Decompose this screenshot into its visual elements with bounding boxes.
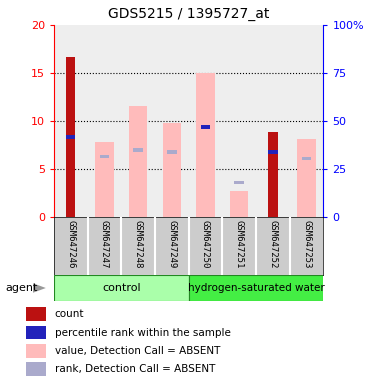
Bar <box>26 326 46 339</box>
Text: GSM647249: GSM647249 <box>167 220 176 269</box>
Bar <box>26 362 46 376</box>
Bar <box>234 180 244 184</box>
Bar <box>54 275 189 301</box>
Text: GSM647247: GSM647247 <box>100 220 109 269</box>
Bar <box>230 191 248 217</box>
Polygon shape <box>33 283 46 293</box>
Text: GSM647253: GSM647253 <box>302 220 311 269</box>
Text: GSM647251: GSM647251 <box>235 220 244 269</box>
Bar <box>201 125 210 129</box>
Bar <box>268 150 278 154</box>
Bar <box>302 157 311 160</box>
Bar <box>66 136 75 139</box>
Bar <box>189 275 323 301</box>
Bar <box>196 73 215 217</box>
Title: GDS5215 / 1395727_at: GDS5215 / 1395727_at <box>108 7 270 21</box>
Text: rank, Detection Call = ABSENT: rank, Detection Call = ABSENT <box>55 364 215 374</box>
Text: hydrogen-saturated water: hydrogen-saturated water <box>187 283 325 293</box>
Bar <box>134 149 143 152</box>
Bar <box>268 132 278 217</box>
Text: GSM647246: GSM647246 <box>66 220 75 269</box>
Text: agent: agent <box>6 283 38 293</box>
Text: value, Detection Call = ABSENT: value, Detection Call = ABSENT <box>55 346 220 356</box>
Text: GSM647252: GSM647252 <box>268 220 277 269</box>
Text: GSM647248: GSM647248 <box>134 220 142 269</box>
Text: GSM647250: GSM647250 <box>201 220 210 269</box>
Bar <box>95 142 114 217</box>
Bar <box>26 307 46 321</box>
Bar <box>26 344 46 358</box>
Bar <box>100 155 109 158</box>
Bar <box>129 106 147 217</box>
Bar <box>297 139 316 217</box>
Text: control: control <box>102 283 141 293</box>
Bar <box>162 123 181 217</box>
Bar <box>66 56 75 217</box>
Bar <box>167 150 176 154</box>
Text: percentile rank within the sample: percentile rank within the sample <box>55 328 231 338</box>
Text: count: count <box>55 309 84 319</box>
